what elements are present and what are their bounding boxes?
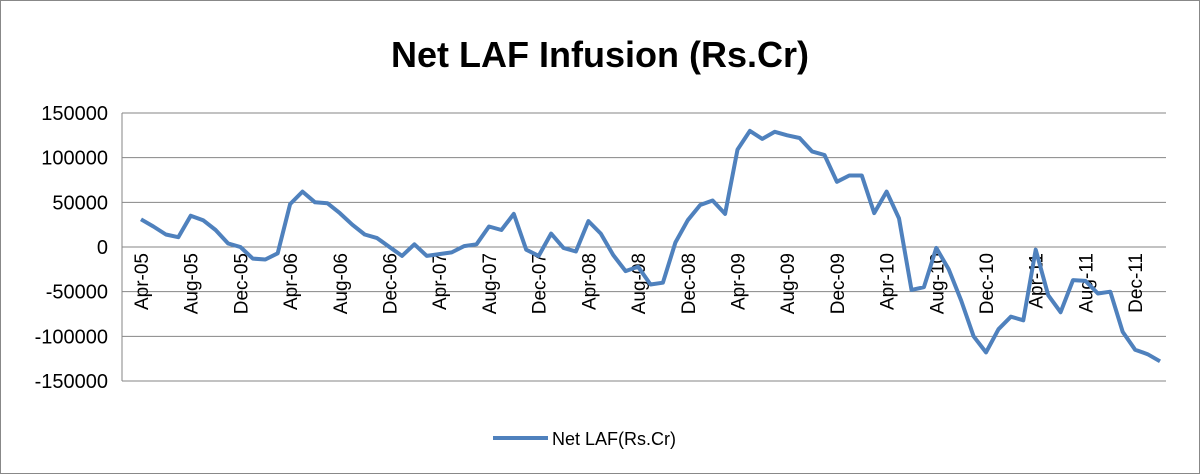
chart-title: Net LAF Infusion (Rs.Cr): [391, 34, 809, 75]
x-tick-label: Dec-10: [977, 253, 998, 314]
y-tick-label: 100000: [41, 148, 108, 170]
y-tick-label: -100000: [35, 326, 108, 348]
y-tick-label: -50000: [46, 282, 108, 304]
x-tick-label: Aug-06: [331, 253, 352, 314]
y-tick-label: -150000: [35, 371, 108, 393]
x-tick-label: Dec-07: [530, 253, 551, 314]
x-tick-label: Aug-05: [182, 253, 203, 314]
x-tick-label: Aug-08: [629, 253, 650, 314]
x-tick-label: Dec-06: [381, 253, 402, 314]
data-line: [139, 128, 1161, 364]
x-tick-label: Apr-07: [430, 253, 451, 310]
x-tick-label: Aug-07: [480, 253, 501, 314]
x-tick-label: Apr-06: [281, 253, 302, 310]
x-tick-label: Aug-09: [778, 253, 799, 314]
y-tick-label: 50000: [52, 192, 108, 214]
x-tick-label: Dec-11: [1126, 253, 1147, 313]
x-tick-label: Dec-09: [828, 253, 849, 314]
x-tick-label: Aug-10: [927, 253, 948, 314]
x-tick-label: Dec-08: [679, 253, 700, 314]
x-tick-label: Dec-05: [231, 253, 252, 314]
y-tick-label: 150000: [41, 103, 108, 125]
x-tick-label: Apr-09: [728, 253, 749, 310]
x-tick-label: Apr-08: [579, 253, 600, 310]
y-tick-label: 0: [97, 237, 108, 259]
x-tick-label: Apr-05: [132, 253, 153, 310]
x-tick-label: Apr-10: [878, 253, 899, 310]
legend-label: Net LAF(Rs.Cr): [552, 429, 676, 449]
